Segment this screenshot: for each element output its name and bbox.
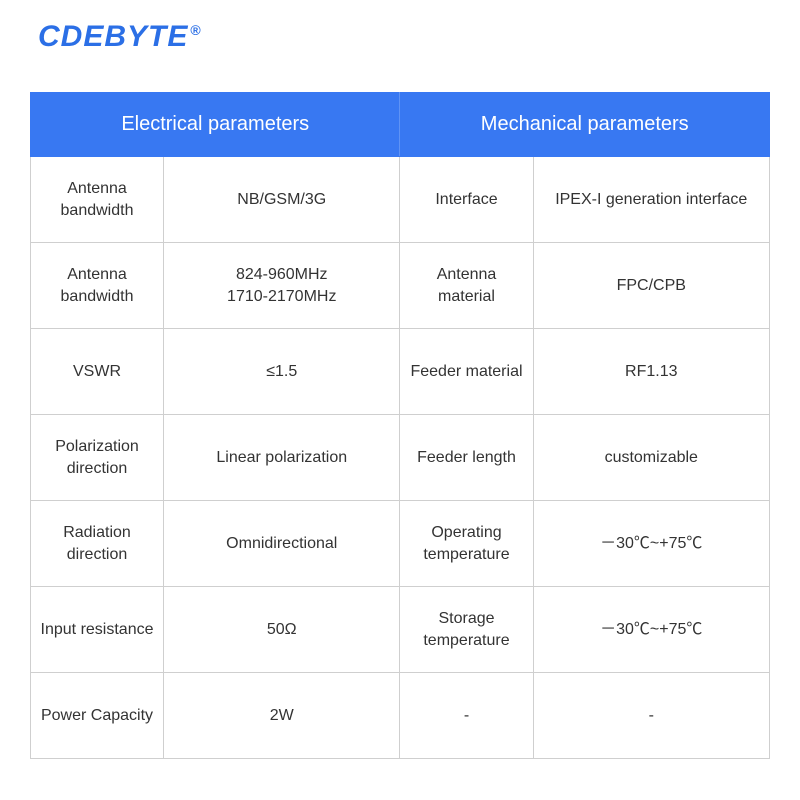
table-body: AntennabandwidthNB/GSM/3GInterfaceIPEX-I… (31, 157, 770, 759)
mech-value-cell: RF1.13 (533, 329, 770, 415)
elec-value-cell: 824-960MHz1710-2170MHz (164, 243, 400, 329)
elec-value-cell: 2W (164, 673, 400, 759)
mech-value-cell: FPC/CPB (533, 243, 770, 329)
elec-label-cell: Input resistance (31, 587, 164, 673)
elec-value-cell: Omnidirectional (164, 501, 400, 587)
mech-label-cell: Antennamaterial (400, 243, 533, 329)
table-row: VSWR≤1.5Feeder materialRF1.13 (31, 329, 770, 415)
elec-value-cell: ≤1.5 (164, 329, 400, 415)
mech-label-cell: Interface (400, 157, 533, 243)
table-row: Power Capacity2W-- (31, 673, 770, 759)
spec-table: Electrical parameters Mechanical paramet… (30, 92, 770, 759)
elec-label-cell: VSWR (31, 329, 164, 415)
elec-label-cell: Antennabandwidth (31, 157, 164, 243)
mech-label-cell: Feeder length (400, 415, 533, 501)
elec-label-cell: Power Capacity (31, 673, 164, 759)
mech-label-cell: Feeder material (400, 329, 533, 415)
elec-value-cell: NB/GSM/3G (164, 157, 400, 243)
elec-label-cell: Radiationdirection (31, 501, 164, 587)
table-row: RadiationdirectionOmnidirectionalOperati… (31, 501, 770, 587)
table-row: PolarizationdirectionLinear polarization… (31, 415, 770, 501)
mech-value-cell: IPEX-I generation interface (533, 157, 770, 243)
brand-logo: CDEBYTE® (38, 20, 770, 54)
elec-label-cell: Polarizationdirection (31, 415, 164, 501)
elec-label-cell: Antennabandwidth (31, 243, 164, 329)
table-row: Input resistance50ΩStoragetemperature－30… (31, 587, 770, 673)
mech-label-cell: - (400, 673, 533, 759)
elec-value-cell: Linear polarization (164, 415, 400, 501)
table-row: Antennabandwidth824-960MHz1710-2170MHzAn… (31, 243, 770, 329)
brand-name: CDEBYTE (38, 20, 188, 53)
header-mechanical: Mechanical parameters (400, 93, 770, 157)
table-row: AntennabandwidthNB/GSM/3GInterfaceIPEX-I… (31, 157, 770, 243)
mech-label-cell: Operatingtemperature (400, 501, 533, 587)
brand-mark: ® (190, 22, 201, 38)
table-header-row: Electrical parameters Mechanical paramet… (31, 93, 770, 157)
mech-label-cell: Storagetemperature (400, 587, 533, 673)
mech-value-cell: customizable (533, 415, 770, 501)
header-electrical: Electrical parameters (31, 93, 400, 157)
elec-value-cell: 50Ω (164, 587, 400, 673)
mech-value-cell: －30℃~+75℃ (533, 587, 770, 673)
mech-value-cell: - (533, 673, 770, 759)
mech-value-cell: －30℃~+75℃ (533, 501, 770, 587)
